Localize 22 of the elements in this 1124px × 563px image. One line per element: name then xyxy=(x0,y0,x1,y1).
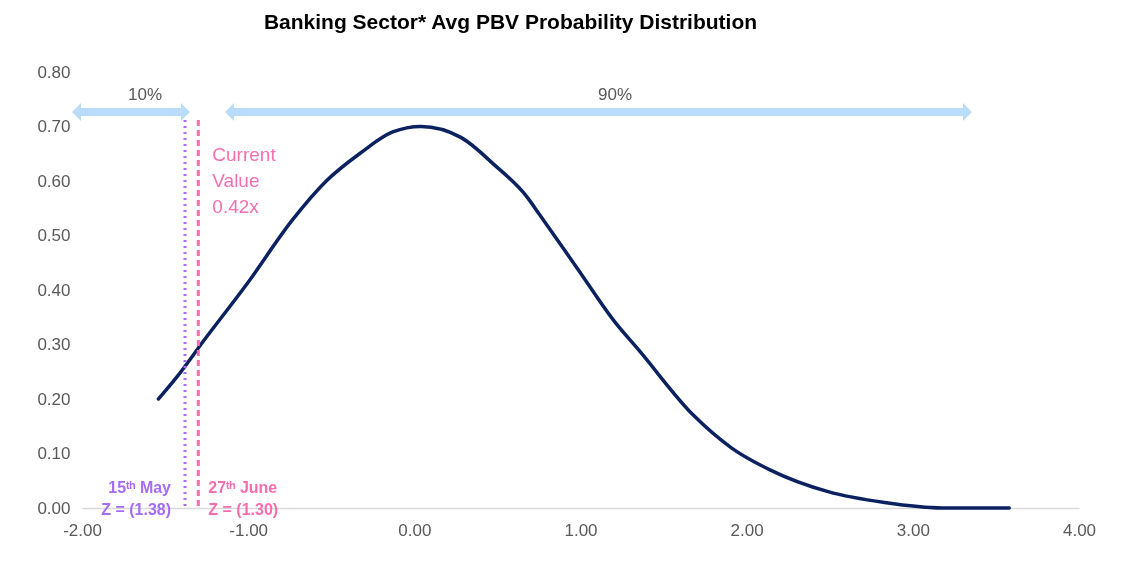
x-tick-label: 1.00 xyxy=(564,520,598,540)
y-tick-label: 0.00 xyxy=(37,498,71,518)
ref-line-label: 15ᵗʰ May Z = (1.38) xyxy=(101,479,172,518)
x-tick-label: 4.00 xyxy=(1062,520,1097,540)
y-tick-label: 0.70 xyxy=(37,117,71,136)
x-tick-label: -2.00 xyxy=(63,520,102,540)
x-tick-label: 0.00 xyxy=(398,520,432,540)
ref-line-label: 27ᵗʰ June Z = (1.30) xyxy=(208,479,279,518)
y-tick-label: 0.80 xyxy=(37,62,71,82)
y-tick-label: 0.20 xyxy=(37,389,71,409)
x-tick-label: -1.00 xyxy=(229,520,269,540)
y-tick-label: 0.50 xyxy=(37,226,71,245)
y-tick-label: 0.60 xyxy=(37,171,71,191)
annotation: Current Value 0.42x xyxy=(212,144,277,217)
annotation: 10% xyxy=(127,85,163,104)
x-tick-label: 2.00 xyxy=(730,520,764,540)
y-tick-label: 0.30 xyxy=(37,335,71,354)
y-tick-label: 0.40 xyxy=(37,280,71,300)
y-tick-label: 0.10 xyxy=(37,444,71,463)
annotation: 90% xyxy=(597,85,633,104)
x-tick-label: 3.00 xyxy=(896,520,930,540)
chart-title: Banking Sector* Avg PBV Probability Distribution xyxy=(263,10,758,33)
